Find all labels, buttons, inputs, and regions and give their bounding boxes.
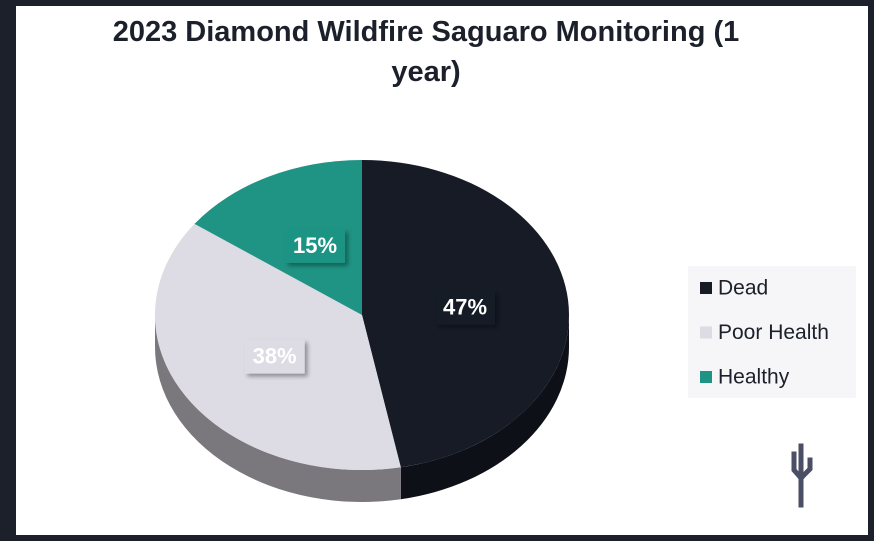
legend-label: Dead [718, 277, 768, 300]
data-label: 38% [253, 343, 297, 368]
slice-side [400, 315, 569, 500]
legend-box [688, 266, 856, 398]
chart-title: 2023 Diamond Wildfire Saguaro Monitoring… [112, 16, 740, 88]
data-label-box [285, 228, 346, 263]
legend-swatch [700, 326, 712, 339]
legend-label: Poor Health [718, 321, 829, 344]
logo-icon [791, 443, 813, 508]
slice-side [155, 315, 401, 502]
data-label-box [244, 339, 305, 374]
legend-swatch [700, 282, 712, 294]
data-label: 15% [293, 233, 337, 258]
legend-swatch [700, 371, 712, 383]
data-label: 47% [443, 295, 487, 320]
slice [194, 160, 362, 315]
data-label-box [435, 290, 496, 325]
legend-label: Healthy [718, 366, 790, 389]
